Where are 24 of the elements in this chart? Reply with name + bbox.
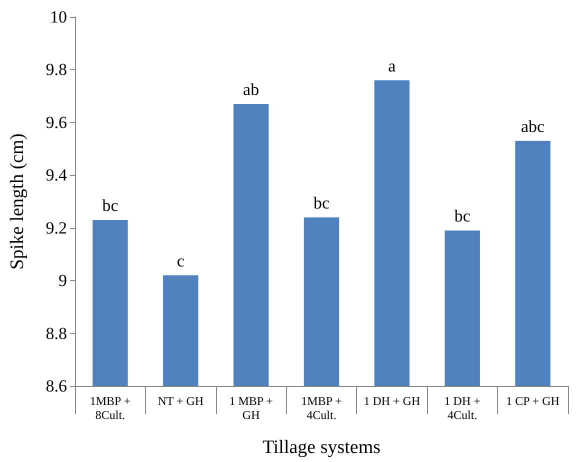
y-tick-label: 10 [50, 8, 67, 26]
x-axis-title: Tillage systems [262, 437, 381, 458]
y-tick-label: 9.6 [46, 112, 67, 132]
annotation: bc [102, 196, 119, 215]
y-tick-label: 8.6 [46, 376, 67, 396]
annotation: bc [454, 206, 471, 226]
annotation: c [176, 251, 185, 270]
annotation: ab [243, 80, 260, 99]
x-tick-label: 1 DH + GH [364, 394, 420, 408]
y-tick-label: 9.2 [46, 218, 67, 238]
y-tick-label: 9.4 [46, 166, 68, 185]
y-axis-title: Spike length (cm) [7, 133, 28, 270]
x-tick-label: 1 DH + 4Cult. [444, 394, 481, 422]
y-tick-label: 9.8 [46, 60, 67, 80]
x-tick-label: NT + GH [158, 394, 204, 408]
x-tick-label: 1MBP + 4Cult. [301, 394, 342, 422]
x-tick-label: 1MBP + 8Cult. [90, 394, 131, 422]
annotation: abc [520, 116, 546, 136]
y-tick-label: 9 [58, 271, 67, 290]
x-tick-label: 1 CP + GH [506, 394, 560, 408]
annotation: bc [313, 193, 330, 212]
x-tick-label: 1 MBP + GH [229, 394, 274, 422]
annotation: a [388, 56, 396, 76]
y-tick-label: 8.8 [46, 324, 67, 343]
